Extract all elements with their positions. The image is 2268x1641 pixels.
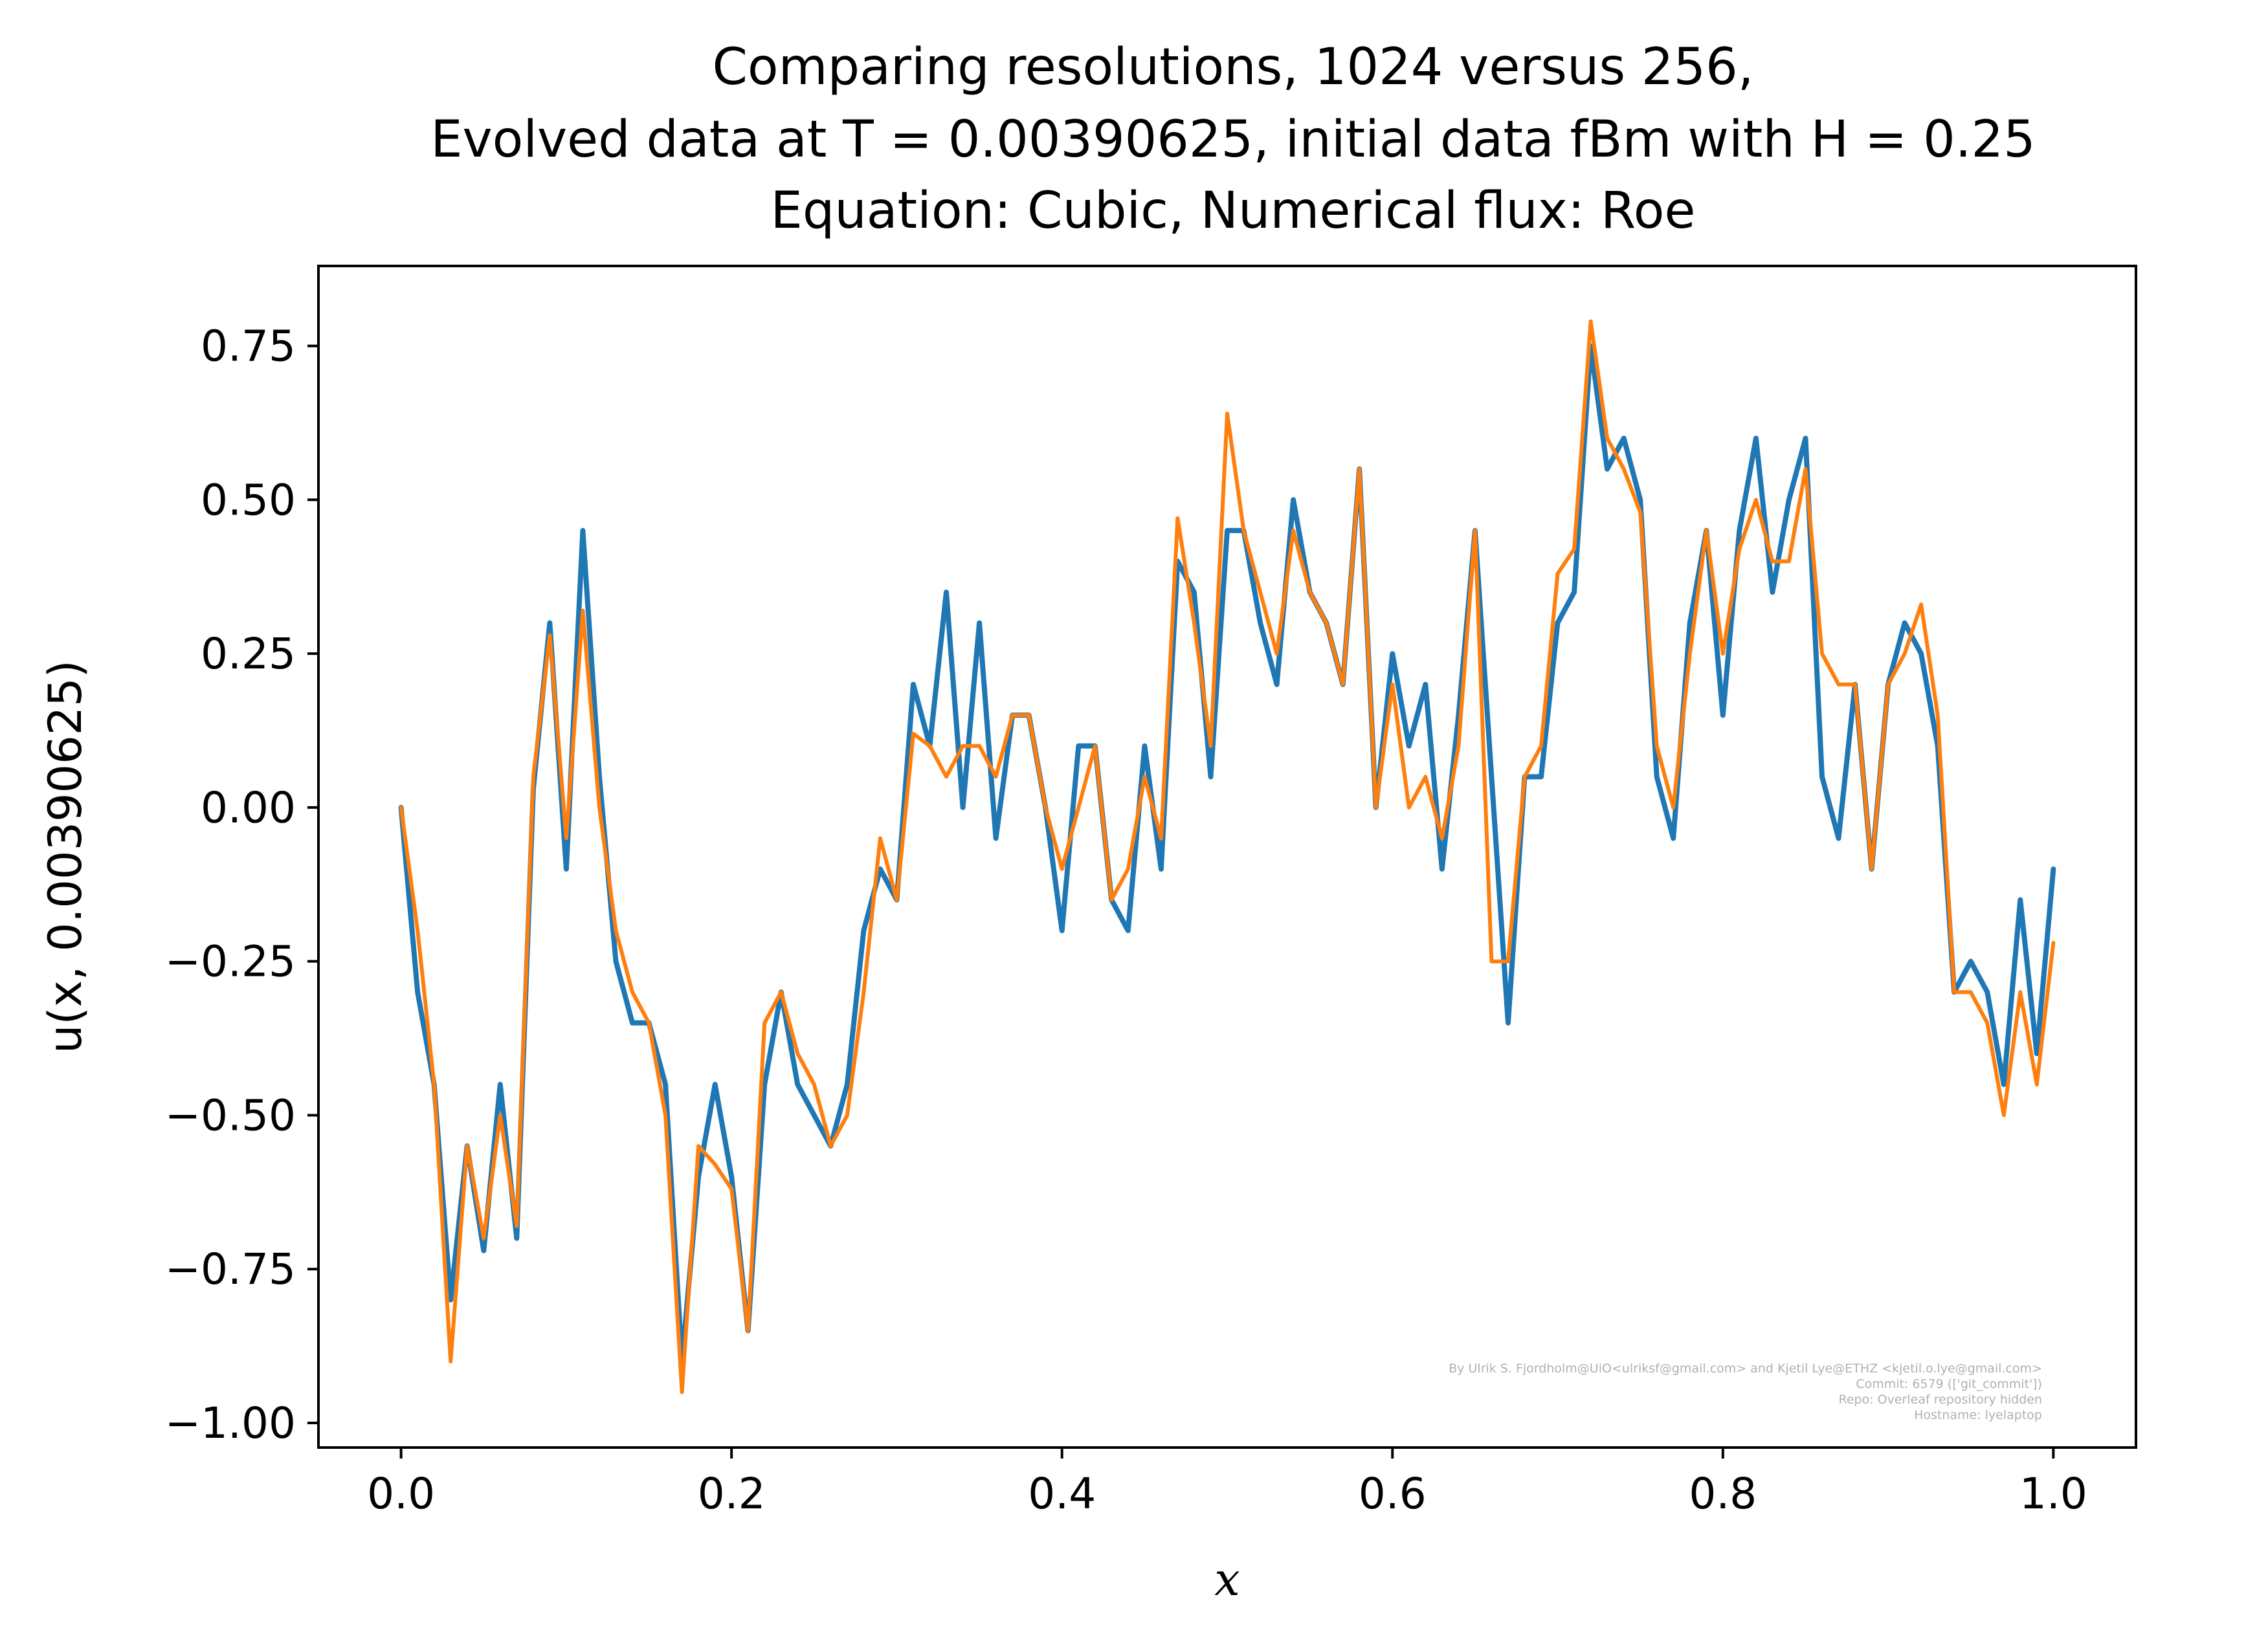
title-line-1: Comparing resolutions, 1024 versus 256, [712, 38, 1753, 96]
credit-line-2: Commit: 6579 (['git_commit']) [1856, 1377, 2042, 1391]
y-tick-label: 0.50 [201, 475, 296, 525]
title-line-2: Evolved data at T = 0.00390625, initial … [430, 111, 2036, 169]
credit-line-1: By Ulrik S. Fjordholm@UiO<ulriksf@gmail.… [1449, 1361, 2042, 1376]
y-axis-label: u(x, 0.00390625) [39, 660, 92, 1053]
chart-title: Comparing resolutions, 1024 versus 256, … [430, 38, 2036, 240]
credit-line-4: Hostname: lyelaptop [1914, 1408, 2042, 1422]
y-tick-label: −1.00 [165, 1398, 296, 1448]
series-line-256 [399, 319, 2056, 1394]
credit-line-3: Repo: Overleaf repository hidden [1839, 1393, 2043, 1407]
series-layer [398, 319, 2056, 1394]
y-tick-label: 0.00 [201, 783, 296, 833]
x-axis: 0.0 0.2 0.4 0.6 0.8 1.0 [367, 1448, 2087, 1519]
x-tick-label: 0.8 [1689, 1469, 1757, 1519]
y-tick-label: −0.50 [165, 1090, 296, 1140]
x-tick-label: 1.0 [2019, 1469, 2087, 1519]
x-tick-label: 0.2 [698, 1469, 766, 1519]
x-tick-label: 0.6 [1359, 1469, 1427, 1519]
plot-area [317, 265, 2137, 1449]
y-tick-label: 0.25 [201, 629, 296, 679]
credit-block: By Ulrik S. Fjordholm@UiO<ulriksf@gmail.… [1449, 1361, 2042, 1422]
y-axis: −1.00 −0.75 −0.50 −0.25 0.00 0.25 0.50 0.75 [165, 322, 318, 1448]
title-line-3: Equation: Cubic, Numerical flux: Roe [771, 182, 1696, 240]
x-tick-label: 0.0 [367, 1469, 435, 1519]
x-tick-label: 0.4 [1028, 1469, 1096, 1519]
y-tick-label: −0.25 [165, 937, 296, 987]
y-tick-label: 0.75 [201, 322, 296, 371]
x-axis-label: x [1214, 1553, 1240, 1606]
plot-frame [317, 265, 2137, 1449]
y-tick-label: −0.75 [165, 1244, 296, 1294]
